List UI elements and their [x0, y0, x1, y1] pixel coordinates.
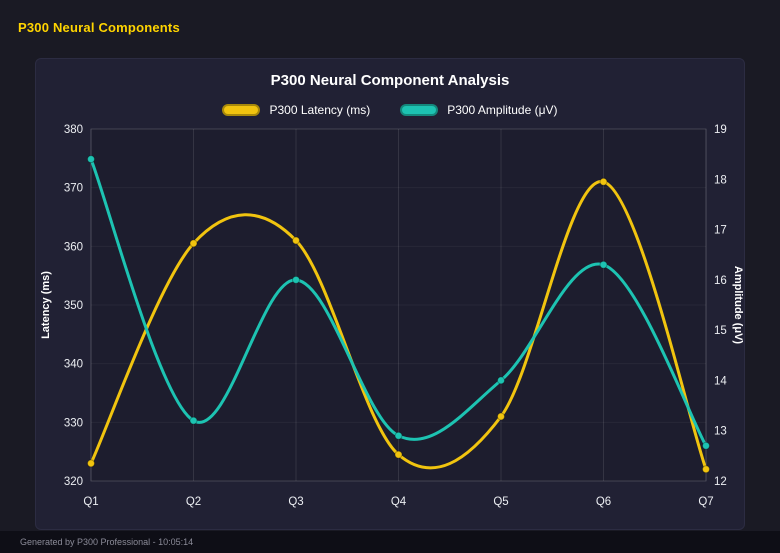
- y-axis-right-tick-label: 17: [714, 225, 727, 237]
- y-axis-right-title: Amplitude (μV): [732, 266, 744, 345]
- data-point-p300-latency-ms: [189, 239, 198, 248]
- y-axis-right-tick-label: 18: [714, 174, 727, 186]
- chart-panel: P300 Neural Component Analysis P300 Late…: [35, 58, 745, 530]
- y-axis-left-title: Latency (ms): [40, 271, 52, 339]
- legend-swatch-p300-latency-ms: [222, 104, 261, 116]
- data-point-p300-amplitude-v: [702, 441, 710, 450]
- data-point-p300-latency-ms: [702, 465, 710, 474]
- chart-legend: P300 Latency (ms) P300 Amplitude (μV): [36, 103, 744, 117]
- y-axis-right-tick-label: 13: [714, 426, 727, 438]
- page-title: P300 Neural Components: [18, 20, 180, 35]
- legend-label: P300 Latency (ms): [269, 103, 371, 117]
- legend-item-p300-amplitude-v[interactable]: P300 Amplitude (μV): [400, 103, 558, 117]
- x-axis-tick-label: Q3: [288, 496, 303, 508]
- data-point-p300-latency-ms: [599, 177, 608, 186]
- data-point-p300-amplitude-v: [292, 275, 300, 284]
- y-axis-right-tick-label: 15: [714, 325, 727, 337]
- x-axis-tick-label: Q4: [391, 496, 407, 508]
- data-point-p300-latency-ms: [394, 450, 403, 459]
- y-axis-right-tick-label: 12: [714, 476, 727, 488]
- data-point-p300-latency-ms: [87, 459, 95, 468]
- y-axis-left-tick-label: 320: [64, 476, 83, 488]
- legend-item-p300-latency-ms[interactable]: P300 Latency (ms): [222, 103, 370, 117]
- y-axis-left-tick-label: 330: [64, 417, 83, 429]
- y-axis-right-tick-label: 16: [714, 275, 727, 287]
- chart-title: P300 Neural Component Analysis: [270, 72, 510, 89]
- y-axis-left-tick-label: 360: [64, 241, 83, 253]
- x-axis-tick-label: Q2: [186, 496, 201, 508]
- data-point-p300-amplitude-v: [599, 260, 608, 269]
- legend-label: P300 Amplitude (μV): [447, 103, 558, 117]
- x-axis-tick-label: Q5: [493, 496, 508, 508]
- footer-status-text: Generated by P300 Professional - 10:05:1…: [20, 537, 194, 547]
- y-axis-left-tick-label: 350: [64, 300, 83, 312]
- y-axis-left-tick-label: 380: [64, 124, 83, 136]
- chart-canvas: 320 330 340 350 360 370 380 12 13 14 15 16 17 18 19 Q1 Q…: [40, 124, 744, 508]
- y-axis-left-tick-label: 370: [64, 183, 83, 195]
- y-axis-right-tick-label: 19: [714, 124, 727, 136]
- data-point-p300-latency-ms: [497, 412, 505, 421]
- data-point-p300-amplitude-v: [87, 155, 95, 164]
- x-axis-tick-label: Q1: [83, 496, 98, 508]
- x-axis-tick-label: Q6: [596, 496, 611, 508]
- x-axis-tick-label: Q7: [698, 496, 713, 508]
- data-point-p300-amplitude-v: [497, 376, 505, 385]
- legend-swatch-p300-amplitude-v: [400, 104, 439, 116]
- data-point-p300-amplitude-v: [394, 431, 403, 440]
- data-point-p300-latency-ms: [292, 236, 300, 245]
- plot-border: [90, 128, 707, 482]
- footer-bar: Generated by P300 Professional - 10:05:1…: [0, 531, 780, 553]
- y-axis-right-tick-label: 14: [714, 375, 727, 387]
- data-point-p300-amplitude-v: [189, 416, 198, 425]
- y-axis-left-tick-label: 340: [64, 359, 83, 371]
